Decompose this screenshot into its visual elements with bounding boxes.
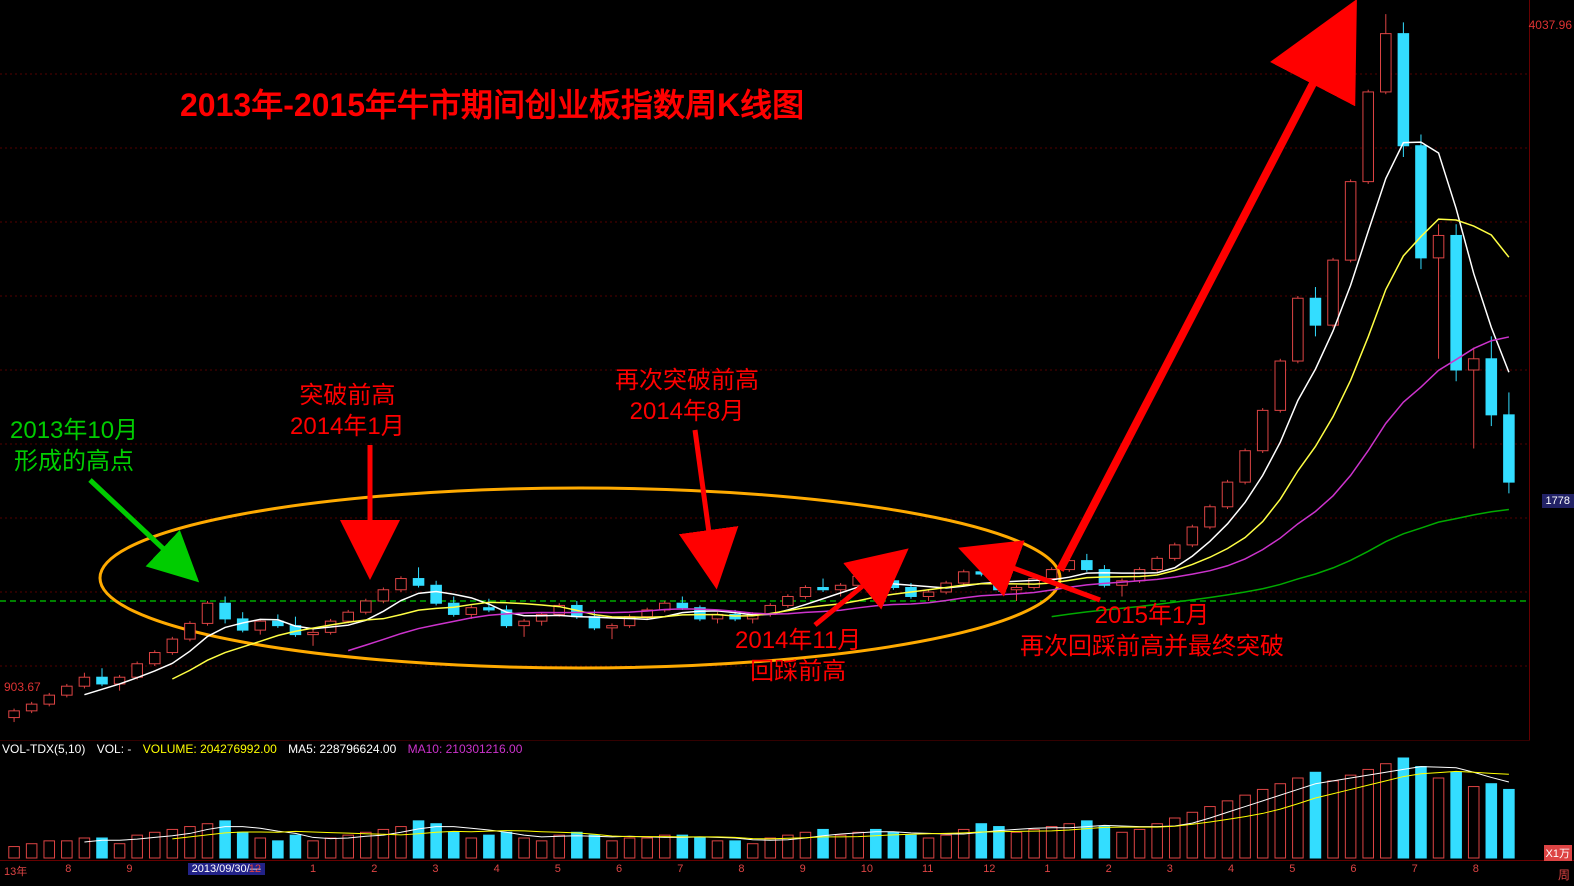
- time-tick[interactable]: 2: [1106, 863, 1112, 875]
- time-tick[interactable]: 5: [1289, 863, 1295, 875]
- time-tick[interactable]: 7: [677, 863, 683, 875]
- time-tick[interactable]: 8: [65, 863, 71, 875]
- vol-prefix: VOL-TDX(5,10): [2, 742, 85, 756]
- price-low-label: 903.67: [4, 680, 41, 694]
- time-tick[interactable]: 9: [126, 863, 132, 875]
- vol-ma10: MA10: 210301216.00: [408, 742, 523, 756]
- period-label: 周: [1558, 866, 1570, 883]
- time-tick[interactable]: 3: [432, 863, 438, 875]
- time-tick[interactable]: 6: [1350, 863, 1356, 875]
- current-price-box: 1778: [1542, 494, 1574, 508]
- time-tick[interactable]: 3: [1167, 863, 1173, 875]
- volume-chart[interactable]: [0, 740, 1574, 860]
- volume-legend: VOL-TDX(5,10) VOL: - VOLUME: 204276992.0…: [2, 742, 530, 756]
- annotation-a5: 2015年1月再次回踩前高并最终突破: [1020, 600, 1284, 662]
- annotation-a1: 2013年10月形成的高点: [10, 415, 138, 477]
- time-tick[interactable]: 1: [310, 863, 316, 875]
- time-tick[interactable]: 2: [371, 863, 377, 875]
- chart-title: 2013年-2015年牛市期间创业板指数周K线图: [180, 80, 804, 126]
- time-tick[interactable]: 13年: [4, 863, 27, 879]
- time-tick[interactable]: 4: [494, 863, 500, 875]
- time-tick[interactable]: 9: [800, 863, 806, 875]
- time-tick[interactable]: 7: [1412, 863, 1418, 875]
- annotation-a4: 2014年11月回踩前高: [735, 625, 861, 687]
- time-tick[interactable]: 11: [922, 863, 933, 875]
- vol-volume: VOLUME: 204276992.00: [143, 742, 277, 756]
- time-tick[interactable]: 10: [861, 863, 873, 875]
- time-tick[interactable]: 12: [983, 863, 995, 875]
- price-high-label: 4037.96: [1529, 18, 1572, 32]
- time-tick[interactable]: 1: [1044, 863, 1050, 875]
- time-axis[interactable]: 13年892013/09/30/—12123456789101112123456…: [0, 860, 1574, 886]
- annotation-a3: 再次突破前高2014年8月: [615, 365, 759, 427]
- time-tick[interactable]: 8: [738, 863, 744, 875]
- time-tick[interactable]: 12: [249, 863, 261, 875]
- annotation-a2: 突破前高2014年1月: [290, 380, 405, 442]
- time-tick[interactable]: 6: [616, 863, 622, 875]
- volume-bars: [0, 740, 1530, 860]
- x10w-label: X1万: [1544, 845, 1572, 861]
- time-tick[interactable]: 5: [555, 863, 561, 875]
- vol-ma5: MA5: 228796624.00: [288, 742, 396, 756]
- time-tick[interactable]: 8: [1473, 863, 1479, 875]
- time-tick[interactable]: 4: [1228, 863, 1234, 875]
- price-axis: 4037.96 1778: [1529, 0, 1574, 740]
- vol-label: VOL: -: [97, 742, 132, 756]
- price-chart[interactable]: 2013年-2015年牛市期间创业板指数周K线图 2013年10月形成的高点 突破…: [0, 0, 1530, 740]
